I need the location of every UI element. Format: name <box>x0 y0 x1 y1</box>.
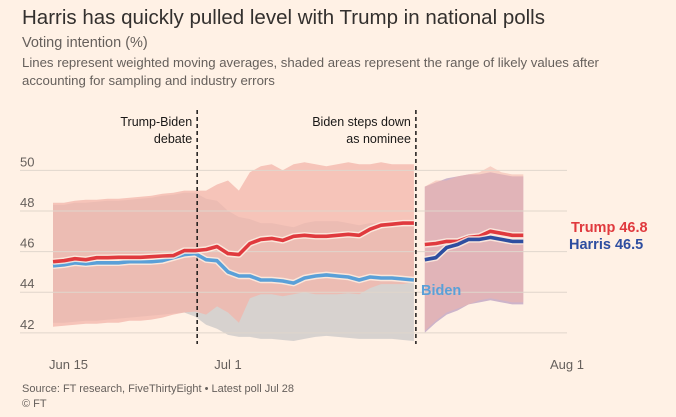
chart-labels: 42 44 46 48 50 Jun 15 Jul 1 Aug 1 Trump-Biden deb… <box>20 115 648 372</box>
x-tick-label: Aug 1 <box>550 357 584 372</box>
event-annotation: as nominee <box>346 132 411 146</box>
y-tick-label: 44 <box>20 276 34 291</box>
y-tick-label: 46 <box>20 236 34 251</box>
x-tick-label: Jun 15 <box>49 357 88 372</box>
biden-line <box>52 251 415 285</box>
chart-description: Lines represent weighted moving averages… <box>22 55 599 88</box>
series-lines <box>52 219 524 287</box>
source-note: Source: FT research, FiveThirtyEight • L… <box>22 383 295 395</box>
y-tick-label: 50 <box>20 154 34 169</box>
y-gridlines <box>20 169 567 334</box>
harris-end-label: Harris 46.5 <box>569 237 643 253</box>
chart-subtitle: Voting intention (%) <box>22 35 148 51</box>
trump-end-label: Trump 46.8 <box>571 220 648 236</box>
trump-band-late <box>424 166 524 331</box>
y-tick-label: 48 <box>20 195 34 210</box>
x-tick-label: Jul 1 <box>214 357 241 372</box>
biden-label: Biden <box>421 283 461 299</box>
event-annotation: Trump-Biden <box>120 115 192 129</box>
ft-credit: © FT <box>22 398 47 410</box>
event-annotation: debate <box>154 132 192 146</box>
harris-line <box>424 235 524 262</box>
event-lines <box>196 110 417 344</box>
chart-title: Harris has quickly pulled level with Tru… <box>22 6 545 29</box>
trump-band <box>53 162 414 327</box>
y-tick-label: 42 <box>20 317 34 332</box>
event-annotation: Biden steps down <box>312 115 411 129</box>
trump-line <box>52 221 414 264</box>
